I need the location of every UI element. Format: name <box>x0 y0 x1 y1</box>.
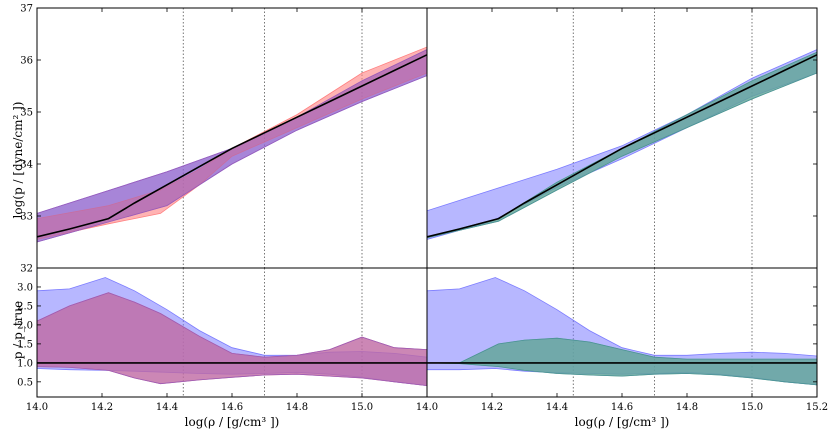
xtick-right-label: 14.0 <box>416 402 438 413</box>
xtick-right-label: 15.0 <box>741 402 763 413</box>
panel-top-left <box>37 8 427 268</box>
panel-bottom-right <box>427 268 817 397</box>
xtick-left-label: 14.6 <box>221 402 243 413</box>
ylabel-bottom: p / p_true <box>11 301 25 359</box>
xtick-right-label: 15.2 <box>806 402 828 413</box>
xtick-right-label: 14.6 <box>611 402 633 413</box>
ytick-top-label: 36 <box>20 56 33 67</box>
xtick-right-label: 14.2 <box>481 402 503 413</box>
frame-top-left <box>36 7 428 269</box>
true-curve-top-left <box>37 54 427 238</box>
ytick-top-label: 32 <box>20 264 33 275</box>
ytick-bottom-label: 1.5 <box>17 339 33 350</box>
xtick-left-label: 14.8 <box>286 402 308 413</box>
xtick-left-label: 14.2 <box>91 402 113 413</box>
ylabel-top: log(p / [dyne/cm² ]) <box>11 102 25 219</box>
band-top-right-overlap <box>427 51 817 239</box>
ytick-top-label: 37 <box>20 4 33 15</box>
true-curve-top-right <box>427 54 817 238</box>
ytick-top-label: 35 <box>20 108 33 119</box>
frame-top-right <box>426 7 818 269</box>
panel-bottom-left <box>37 268 427 397</box>
tick-labels: 32 33 34 35 36 37 0.5 1.0 1.5 2.0 2.5 3.0 14.0 14.2 14… <box>17 4 828 414</box>
panel-top-right <box>427 8 817 268</box>
band-bottom-right-overlap <box>427 337 817 386</box>
ytick-bottom-label: 0.5 <box>17 377 33 388</box>
ytick-bottom-label: 3.0 <box>17 282 33 293</box>
band-top-left-overlap <box>37 49 427 243</box>
ytick-bottom-label: 2.5 <box>17 301 33 312</box>
ytick-bottom-label: 2.0 <box>17 320 33 331</box>
xlabel-left: log(ρ / [g/cm³ ]) <box>185 415 280 429</box>
xtick-left-label: 14.0 <box>26 402 48 413</box>
xtick-right-label: 14.8 <box>676 402 698 413</box>
xlabel-right: log(ρ / [g/cm³ ]) <box>575 415 670 429</box>
ytick-top-label: 33 <box>20 212 33 223</box>
panels <box>36 7 818 398</box>
xtick-right-label: 14.4 <box>546 402 568 413</box>
xtick-left-label: 14.4 <box>156 402 178 413</box>
ytick-bottom-label: 1.0 <box>17 358 33 369</box>
ytick-top-label: 34 <box>20 160 33 171</box>
xtick-left-label: 15.0 <box>351 402 373 413</box>
band-bottom-left-overlap <box>37 292 427 387</box>
